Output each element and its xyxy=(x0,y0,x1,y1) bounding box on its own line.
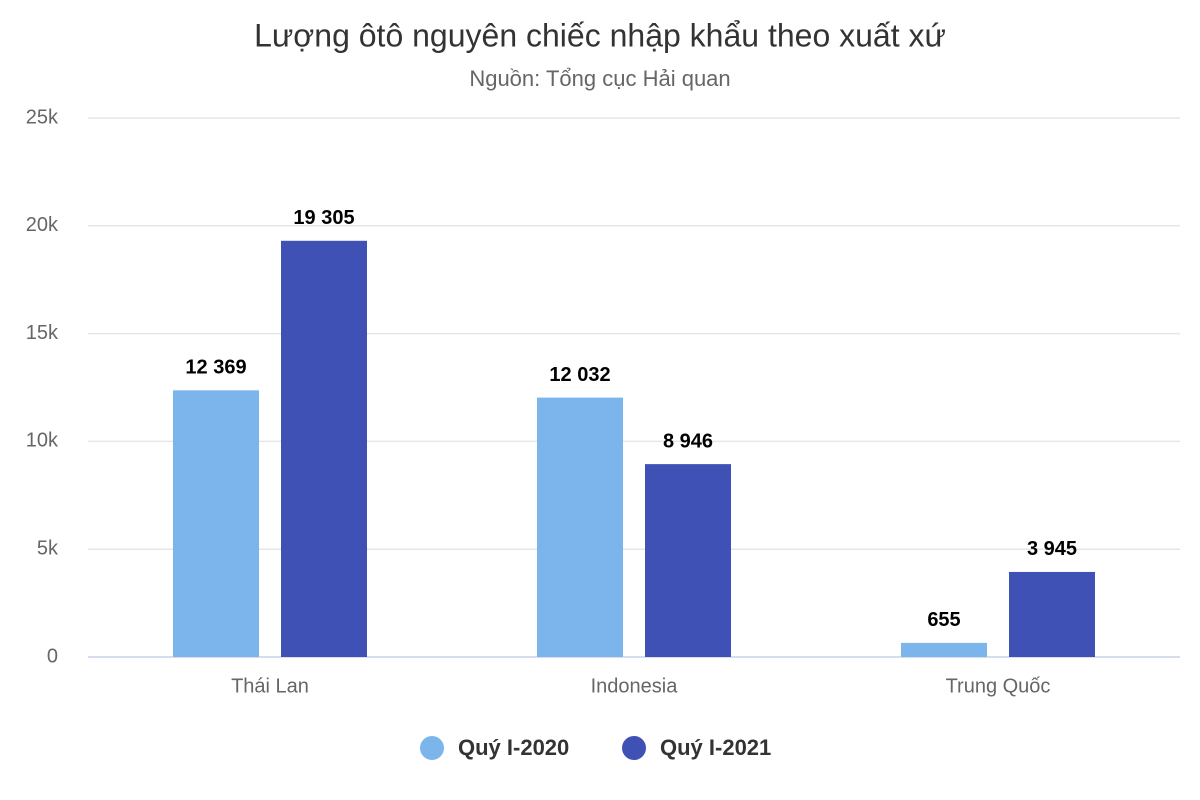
bar xyxy=(901,642,987,657)
data-label: 3 945 xyxy=(1027,538,1077,560)
x-tick-label: Trung Quốc xyxy=(946,675,1051,697)
legend-marker xyxy=(420,736,444,760)
y-tick-label: 20k xyxy=(26,214,59,236)
y-tick-label: 0 xyxy=(47,645,58,667)
y-tick-label: 25k xyxy=(26,106,59,128)
legend-label: Quý I-2020 xyxy=(458,735,569,760)
bar xyxy=(537,397,623,657)
y-tick-label: 5k xyxy=(37,537,59,559)
data-label: 12 032 xyxy=(549,364,610,386)
y-tick-label: 10k xyxy=(26,430,59,452)
x-tick-label: Thái Lan xyxy=(231,675,309,697)
chart-title: Lượng ôtô nguyên chiếc nhập khẩu theo xu… xyxy=(254,17,946,53)
legend-label: Quý I-2021 xyxy=(660,735,771,760)
data-label: 8 946 xyxy=(663,430,713,452)
y-tick-label: 15k xyxy=(26,322,59,344)
bar xyxy=(645,464,731,657)
bar xyxy=(173,390,259,657)
data-label: 12 369 xyxy=(185,357,246,379)
bar xyxy=(281,240,367,658)
legend-marker xyxy=(622,736,646,760)
chart-subtitle: Nguồn: Tổng cục Hải quan xyxy=(469,66,730,91)
data-label: 19 305 xyxy=(293,207,354,229)
x-tick-label: Indonesia xyxy=(591,675,679,697)
bar xyxy=(1009,571,1095,657)
data-label: 655 xyxy=(927,609,960,631)
